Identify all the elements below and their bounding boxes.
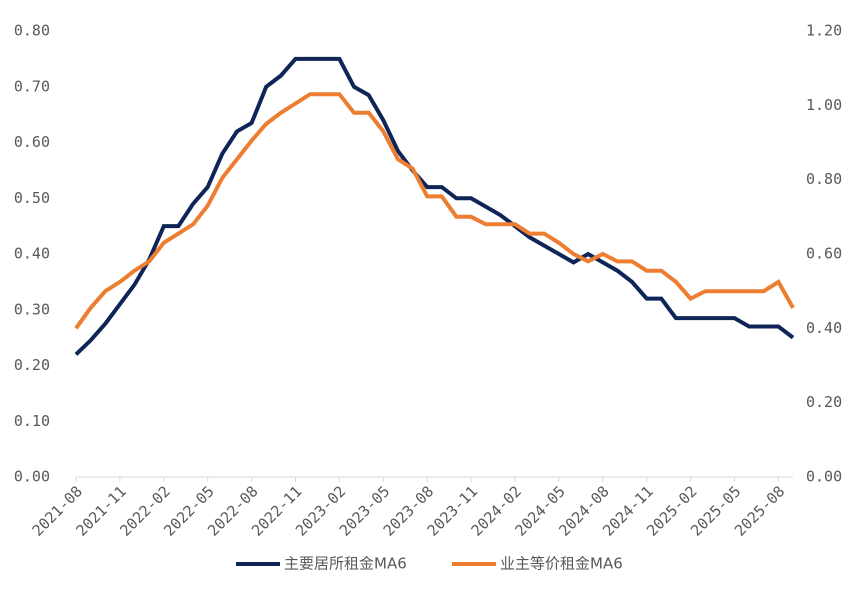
y2-tick-label: 0.00: [806, 468, 842, 486]
y2-tick-label: 0.40: [806, 319, 842, 337]
y-tick-label: 0.60: [14, 133, 50, 151]
y-tick-label: 0.00: [14, 468, 50, 486]
y2-tick-label: 1.00: [806, 96, 842, 114]
y2-tick-label: 0.20: [806, 393, 842, 411]
legend-label: 主要居所租金MA6: [284, 555, 407, 573]
y-tick-label: 0.80: [14, 22, 50, 40]
y-tick-label: 0.40: [14, 245, 50, 263]
y-tick-label: 0.20: [14, 356, 50, 374]
y2-tick-label: 1.20: [806, 22, 842, 40]
y-tick-label: 0.30: [14, 300, 50, 318]
y-tick-label: 0.10: [14, 412, 50, 430]
y-tick-label: 0.70: [14, 77, 50, 95]
y-tick-label: 0.50: [14, 189, 50, 207]
y2-tick-label: 0.60: [806, 245, 842, 263]
series-line: [74, 92, 795, 330]
series-line: [74, 56, 795, 356]
y2-tick-label: 0.80: [806, 170, 842, 188]
legend-label: 业主等价租金MA6: [500, 555, 623, 573]
